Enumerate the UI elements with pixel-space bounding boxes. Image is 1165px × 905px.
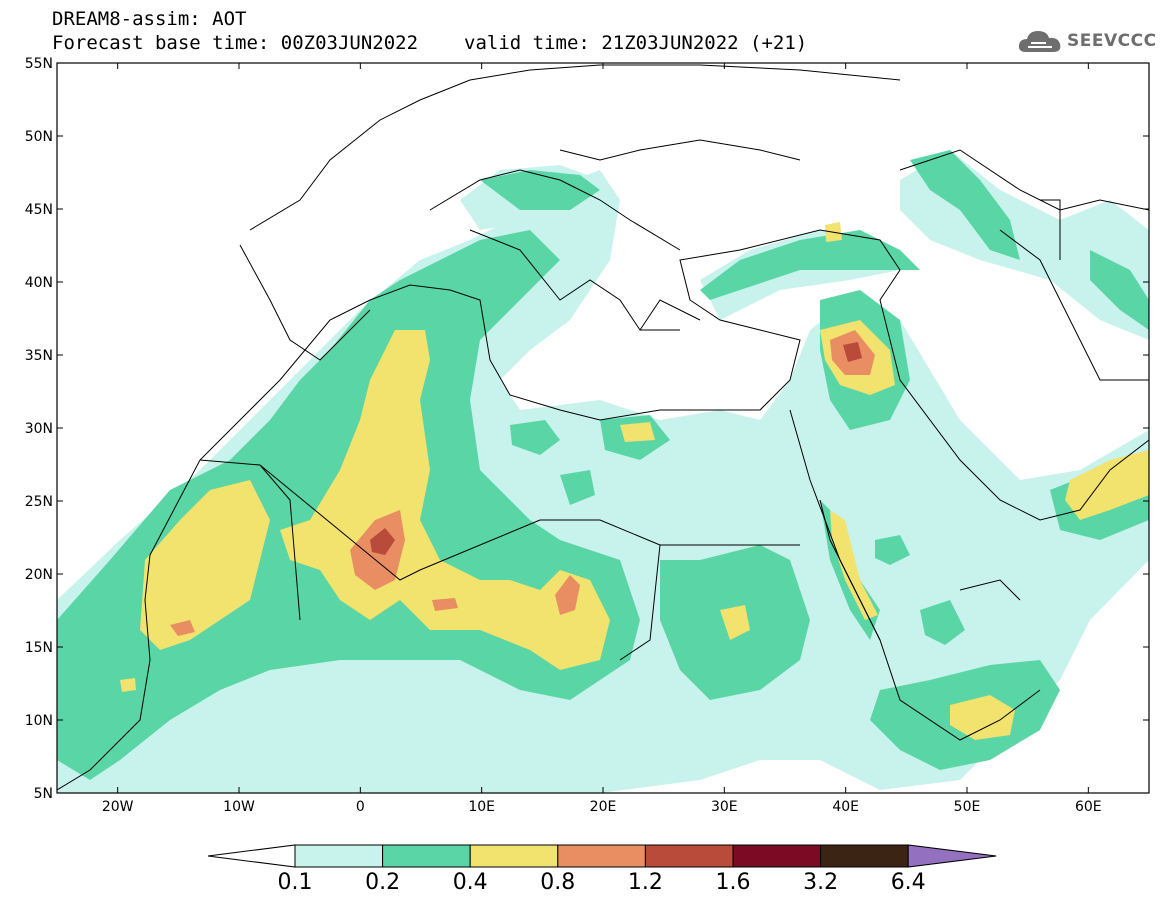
colorbar-segment: [294, 844, 384, 868]
lat-tick-label: 45N: [25, 202, 53, 218]
colorbar-segment: [732, 844, 822, 868]
colorbar-label: 1.6: [716, 870, 751, 895]
colorbar-over-triangle: [907, 844, 997, 868]
logo-text: SEEVCCC: [1067, 31, 1157, 51]
colorbar-label: 0.8: [540, 870, 575, 895]
colorbar: 0.1 0.2 0.4 0.8 1.2 1.6 3.2 6.4: [207, 844, 997, 895]
colorbar-segment: [820, 844, 909, 868]
colorbar-label: 0.2: [365, 870, 400, 895]
seevccc-logo: SEEVCCC: [1016, 26, 1157, 56]
lon-tick-label: 10E: [468, 799, 495, 815]
lon-tick-label: 20W: [102, 799, 134, 815]
lon-tick-label: 40E: [832, 799, 859, 815]
colorbar-segment: [644, 844, 734, 868]
lat-tick-label: 20N: [25, 567, 53, 583]
colorbar-segment: [557, 844, 646, 868]
colorbar-under-triangle: [207, 844, 296, 868]
lon-tick-label: 30E: [711, 799, 738, 815]
lat-tick-label: 15N: [25, 640, 53, 656]
lon-tick-label: 20E: [590, 799, 617, 815]
colorbar-segment: [382, 844, 471, 868]
valid-time: valid time: 21Z03JUN2022 (+21): [464, 32, 808, 54]
colorbar-label: 0.1: [278, 870, 313, 895]
lat-tick-label: 50N: [25, 129, 53, 145]
lon-tick-label: 10W: [223, 799, 255, 815]
axis-ticks: 5N 10N 15N 20N 25N 30N 35N 40N 45N 50N 55N 20W 10W 0 1…: [25, 56, 1149, 815]
cloud-icon: [1018, 31, 1061, 52]
forecast-times: Forecast base time: 00Z03JUN2022 valid ti…: [52, 32, 807, 54]
colorbar-label: 3.2: [803, 870, 838, 895]
base-time: Forecast base time: 00Z03JUN2022: [52, 32, 419, 54]
lat-tick-label: 30N: [25, 421, 53, 437]
colorbar-segment: [469, 844, 559, 868]
lon-tick-label: 50E: [954, 799, 981, 815]
lat-tick-label: 55N: [25, 56, 53, 72]
lat-tick-label: 10N: [25, 713, 53, 729]
colorbar-label: 1.2: [628, 870, 663, 895]
lat-tick-label: 35N: [25, 348, 53, 364]
lat-tick-label: 40N: [25, 275, 53, 291]
map-title: DREAM8-assim: AOT: [52, 8, 247, 30]
lat-tick-label: 5N: [34, 786, 53, 802]
colorbar-label: 0.4: [453, 870, 488, 895]
aot-field: [57, 63, 1149, 793]
lon-tick-label: 0: [356, 799, 365, 815]
lat-tick-label: 25N: [25, 494, 53, 510]
lon-tick-label: 60E: [1075, 799, 1102, 815]
coastlines: [57, 64, 1149, 791]
colorbar-label: 6.4: [891, 870, 926, 895]
